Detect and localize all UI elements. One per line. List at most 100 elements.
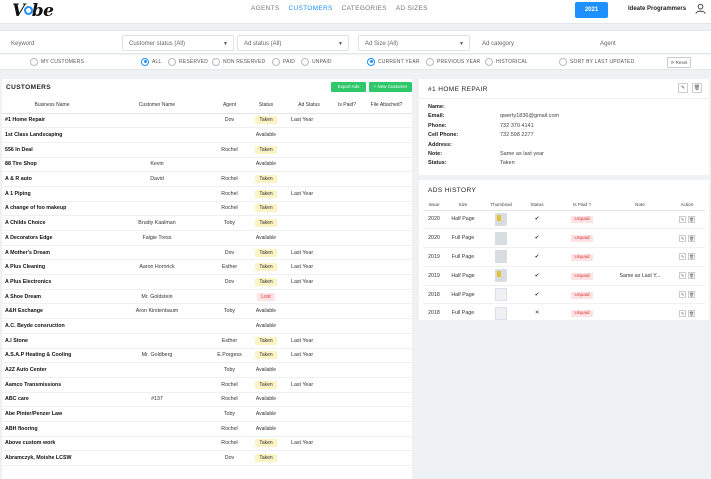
radio-reserved[interactable]: RESERVED [168, 57, 208, 68]
col-is-paid[interactable]: Is Paid? [333, 97, 361, 114]
business-name-cell[interactable]: 556 In Deal [2, 142, 102, 158]
nav-customers[interactable]: CUSTOMERS [288, 5, 333, 12]
business-name-cell[interactable]: A & R auto [2, 171, 102, 187]
scrollbar[interactable] [704, 320, 710, 474]
business-name-cell[interactable]: #1 Home Repair [2, 113, 102, 129]
user-icon[interactable] [695, 3, 706, 14]
ad-category-input[interactable]: Ad category [482, 41, 515, 47]
user-name[interactable]: Ideate Programmers [628, 6, 687, 12]
ad-size-select[interactable]: Ad Size (All) ▼ [358, 35, 470, 51]
nav-categories[interactable]: CATEGORIES [341, 5, 387, 12]
table-row[interactable]: ABC care #137 Rochel Available [2, 392, 412, 408]
edit-icon[interactable]: ✎ [679, 291, 686, 299]
delete-icon[interactable]: 🗑 [688, 291, 695, 299]
ad-thumbnail[interactable] [495, 269, 507, 283]
table-row[interactable]: ABH flooring Rochel Available [2, 421, 412, 437]
table-row[interactable]: Abramczyk, Moishe LCSW Dov Taken [2, 450, 412, 466]
table-row[interactable]: 556 In Deal Rochel Taken [2, 142, 412, 158]
business-name-cell[interactable]: Above custom work [2, 436, 102, 452]
table-row[interactable]: Aamco Transmissions Rochel Taken Last Year [2, 377, 412, 393]
business-name-cell[interactable]: Abe Pinter/Penzer Law [2, 406, 102, 422]
edit-icon[interactable]: ✎ [679, 215, 686, 223]
radio-current-year[interactable]: CURRENT YEAR [367, 57, 420, 68]
business-name-cell[interactable]: A 1 Piping [2, 186, 102, 202]
radio-previous-year[interactable]: PREVIOUS YEAR [426, 57, 480, 68]
table-row[interactable]: Above custom work Rochel Taken Last Year [2, 436, 412, 452]
customer-status-select[interactable]: Customer status (All) ▼ [122, 35, 234, 51]
business-name-cell[interactable]: A Plus Electronics [2, 274, 102, 290]
edit-icon[interactable]: ✎ [679, 234, 686, 242]
business-name-cell[interactable]: A2Z Auto Center [2, 362, 102, 378]
business-name-cell[interactable]: ABH flooring [2, 421, 102, 437]
table-row[interactable]: A Mother's Dream Dov Taken Last Year [2, 245, 412, 261]
table-row[interactable]: A2Z Auto Center Toby Available [2, 362, 412, 378]
business-name-cell[interactable]: 88 Tire Shop [2, 157, 102, 173]
table-row[interactable]: A&H Exchange Aron Kirstenbaum Toby Availabl… [2, 303, 412, 320]
col-ad-status[interactable]: Ad Status [285, 97, 333, 114]
business-name-cell[interactable]: 1st Class Landscaping [2, 127, 102, 143]
agent-input[interactable]: Agent [600, 41, 616, 47]
delete-icon[interactable]: 🗑 [692, 83, 702, 93]
radio-unpaid[interactable]: UNPAID [301, 57, 332, 68]
table-row[interactable]: A.I Stone Esther Taken Last Year [2, 333, 412, 349]
table-row[interactable]: A.C. Beyde consruction Available [2, 318, 412, 334]
table-row[interactable]: A change of foo makeup Rochel Taken [2, 201, 412, 217]
table-row[interactable]: A Childs Choice Brudiy Kaalman Toby Taken [2, 215, 412, 231]
edit-icon[interactable]: ✎ [679, 253, 686, 261]
business-name-cell[interactable]: A.S.A.P Heating & Cooling [2, 348, 102, 364]
radio-non-reserved[interactable]: NON RESERVED [212, 57, 265, 68]
table-row[interactable]: A.S.A.P Heating & Cooling Mr. Goldberg E.P… [2, 348, 412, 364]
table-row[interactable]: A Plus Cleaning Aaron Hornrick Esther Taken… [2, 259, 412, 276]
table-row[interactable]: A & R auto David Rochel Taken [2, 171, 412, 187]
radio-my-customers[interactable]: MY CUSTOMERS [30, 57, 84, 68]
year-button[interactable]: 2021 [575, 2, 608, 18]
business-name-cell[interactable]: Abramczyk, Moishe LCSW [2, 450, 102, 466]
col-file-attached[interactable]: File Attached? [361, 97, 412, 114]
col-customer-name[interactable]: Customer Name [102, 97, 212, 114]
reset-button[interactable]: ⟳ Reset [667, 57, 691, 68]
table-row[interactable]: A 1 Piping Rochel Taken Last Year [2, 186, 412, 202]
delete-icon[interactable]: 🗑 [688, 272, 695, 280]
table-row[interactable]: A Shoe Dream Mr. Goldstein Lost [2, 289, 412, 305]
business-name-cell[interactable]: A Plus Cleaning [2, 259, 102, 276]
nav-ad-sizes[interactable]: AD SIZES [395, 5, 428, 12]
export-ads-button[interactable]: Export Ads [331, 82, 366, 92]
business-name-cell[interactable]: A Shoe Dream [2, 289, 102, 305]
radio-paid[interactable]: PAID [272, 57, 295, 68]
radio-all[interactable]: ALL [141, 57, 162, 68]
ad-thumbnail[interactable] [495, 306, 507, 320]
business-name-cell[interactable]: A Decorators Edge [2, 230, 102, 246]
business-name-cell[interactable]: A Mother's Dream [2, 245, 102, 261]
edit-icon[interactable]: ✎ [679, 309, 686, 317]
delete-icon[interactable]: 🗑 [688, 234, 695, 242]
delete-icon[interactable]: 🗑 [688, 215, 695, 223]
edit-icon[interactable]: ✎ [679, 272, 686, 280]
business-name-cell[interactable]: A change of foo makeup [2, 201, 102, 217]
table-row[interactable]: Abe Pinter/Penzer Law Toby Available [2, 406, 412, 422]
business-name-cell[interactable]: Aamco Transmissions [2, 377, 102, 393]
table-row[interactable]: #1 Home Repair Dov Taken Last Year [2, 113, 412, 129]
ad-status-select[interactable]: Ad status (All) ▼ [237, 35, 349, 51]
ad-thumbnail[interactable] [495, 231, 507, 245]
col-business-name[interactable]: Business Name [2, 97, 102, 114]
business-name-cell[interactable]: ABC care [2, 392, 102, 408]
delete-icon[interactable]: 🗑 [688, 309, 695, 317]
delete-icon[interactable]: 🗑 [688, 253, 695, 261]
sort-last-updated-toggle[interactable]: SORT BY LAST UPDATED [559, 57, 634, 68]
col-agent[interactable]: Agent [212, 97, 247, 114]
business-name-cell[interactable]: A Childs Choice [2, 215, 102, 231]
col-status[interactable]: Status [247, 97, 285, 114]
business-name-cell[interactable]: A.I Stone [2, 333, 102, 349]
ad-thumbnail[interactable] [495, 212, 507, 226]
new-customer-button[interactable]: + New Customer [369, 82, 412, 92]
edit-icon[interactable]: ✎ [678, 83, 688, 93]
table-row[interactable]: A Decorators Edge Faigie Tress Available [2, 230, 412, 246]
ad-thumbnail[interactable] [495, 250, 507, 264]
business-name-cell[interactable]: A&H Exchange [2, 303, 102, 320]
table-row[interactable]: 1st Class Landscaping Available [2, 127, 412, 143]
keyword-input[interactable]: Keyword [11, 41, 35, 47]
table-row[interactable]: 88 Tire Shop Kevin Available [2, 157, 412, 173]
table-row[interactable]: A Plus Electronics Dov Taken Last Year [2, 274, 412, 290]
business-name-cell[interactable]: A.C. Beyde consruction [2, 318, 102, 334]
